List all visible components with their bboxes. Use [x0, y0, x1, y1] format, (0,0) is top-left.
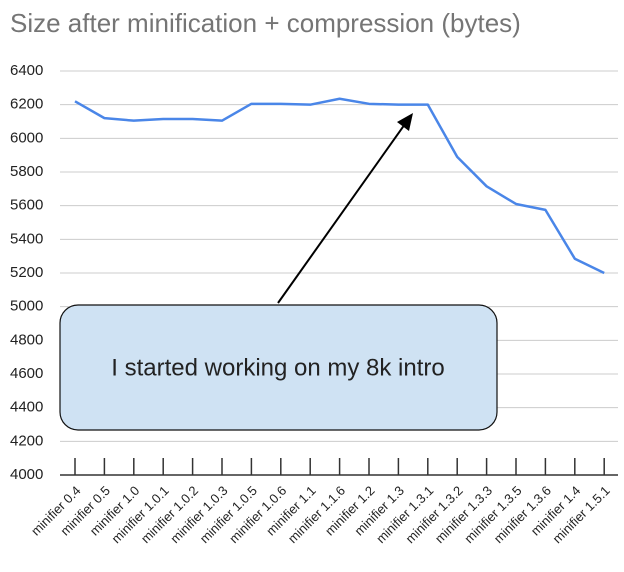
y-tick-label: 5200: [10, 264, 43, 281]
y-tick-label: 4600: [10, 365, 43, 382]
annotation-box: [59, 304, 498, 431]
y-tick-label: 4400: [10, 399, 43, 416]
chart-title: Size after minification + compression (b…: [10, 8, 521, 38]
annotation-text: I started working on my 8k intro: [111, 354, 444, 381]
annotation: I started working on my 8k intro: [59, 113, 498, 431]
arrow-head: [397, 113, 413, 131]
y-tick-label: 6200: [10, 96, 43, 113]
y-tick-label: 6000: [10, 129, 43, 146]
y-tick-label: 5800: [10, 163, 43, 180]
y-tick-label: 5600: [10, 197, 43, 214]
line: [74, 97, 605, 275]
y-tick-label: 5400: [10, 230, 43, 247]
y-tick-label: 4000: [10, 466, 43, 483]
y-tick-label: 4200: [10, 432, 43, 449]
annotation-arrow: [277, 123, 406, 304]
y-tick-label: 6400: [10, 62, 43, 79]
y-tick-label: 4800: [10, 331, 43, 348]
y-tick-label: 5000: [10, 298, 43, 315]
